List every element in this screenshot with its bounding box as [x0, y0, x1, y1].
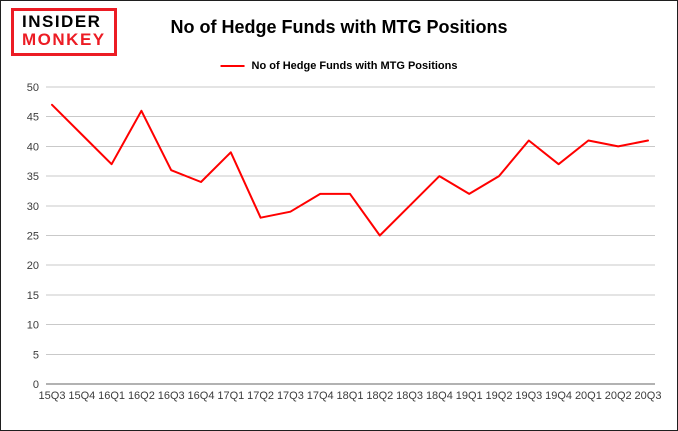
x-axis-tick-label: 16Q4	[188, 390, 215, 402]
y-axis-tick-label: 30	[27, 201, 39, 213]
x-axis-tick-label: 17Q1	[217, 390, 244, 402]
x-axis-tick-label: 18Q4	[426, 390, 453, 402]
x-axis-tick-label: 17Q3	[277, 390, 304, 402]
x-axis-tick-label: 15Q4	[68, 390, 95, 402]
y-axis-tick-label: 0	[33, 379, 39, 391]
x-axis-tick-label: 20Q3	[635, 390, 662, 402]
insider-monkey-logo: INSIDER MONKEY	[11, 8, 117, 56]
y-axis-tick-label: 25	[27, 231, 39, 243]
x-axis-tick-label: 20Q1	[575, 390, 602, 402]
x-axis-tick-label: 19Q4	[545, 390, 572, 402]
hedge-funds-series-line	[51, 103, 649, 237]
x-axis-tick-label: 16Q3	[158, 390, 185, 402]
y-axis-tick-label: 50	[27, 82, 39, 94]
x-axis-tick-label: 19Q2	[486, 390, 513, 402]
x-axis-tick-label: 16Q1	[98, 390, 125, 402]
chart-title: No of Hedge Funds with MTG Positions	[170, 17, 508, 37]
x-axis-tick-label: 19Q3	[515, 390, 542, 402]
y-axis-tick-label: 20	[27, 260, 39, 272]
x-axis-tick-label: 18Q3	[396, 390, 423, 402]
x-axis-tick-label: 20Q2	[605, 390, 632, 402]
y-axis-tick-label: 40	[27, 141, 39, 153]
x-axis-tick-label: 18Q1	[337, 390, 364, 402]
x-axis-tick-label: 17Q4	[307, 390, 334, 402]
y-axis-tick-label: 35	[27, 171, 39, 183]
x-axis-tick-label: 19Q1	[456, 390, 483, 402]
logo-word-monkey: MONKEY	[22, 30, 106, 50]
logo-word-insider: INSIDER	[22, 12, 102, 31]
x-axis-tick-label: 15Q3	[39, 390, 66, 402]
x-axis-tick-label: 18Q2	[366, 390, 393, 402]
legend-series-label: No of Hedge Funds with MTG Positions	[251, 60, 458, 72]
y-axis-tick-label: 10	[27, 320, 39, 332]
x-axis-tick-label: 17Q2	[247, 390, 274, 402]
x-axis-tick-label: 16Q2	[128, 390, 155, 402]
y-axis-tick-label: 5	[33, 349, 39, 361]
chart-legend: No of Hedge Funds with MTG Positions	[220, 60, 458, 72]
y-axis-tick-label: 45	[27, 112, 39, 124]
y-axis-tick-label: 15	[27, 290, 39, 302]
legend-line-swatch	[220, 65, 245, 67]
